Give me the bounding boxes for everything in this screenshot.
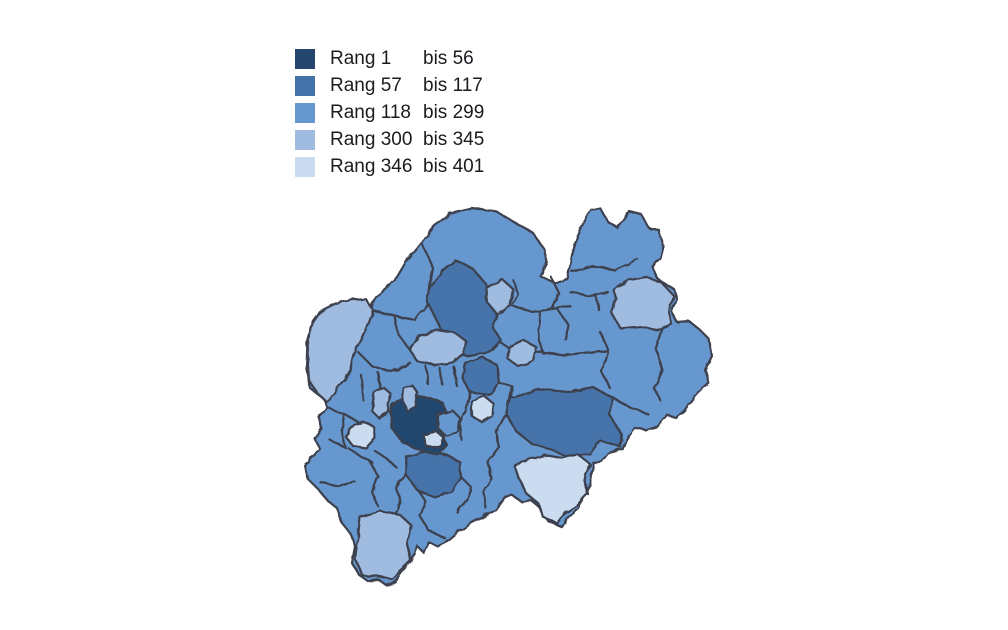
legend-swatch: [295, 102, 315, 123]
map-region-northeast-light: [609, 275, 676, 332]
map-region-east-dark-band: [504, 385, 624, 460]
legend-rank-label: Rang 1: [330, 47, 392, 69]
nrw-map-svg: [303, 206, 714, 588]
legend-item: Rang 1 bis 56: [295, 45, 484, 72]
map-region-center-north-light: [408, 328, 468, 367]
map-region-center-small-light: [506, 338, 538, 368]
map-region-center-medium-inset: [436, 408, 462, 438]
legend-swatch: [295, 156, 315, 177]
legend-to-label: bis 401: [423, 155, 485, 177]
map-region-center-pale-small: [470, 394, 495, 424]
legend-to-label: bis 117: [423, 74, 483, 96]
map-region-center-dark-small: [460, 355, 501, 397]
legend-item: Rang 300 bis 345: [295, 126, 484, 153]
choropleth-map: [300, 200, 720, 600]
map-region-southwest-light: [353, 509, 413, 581]
map-region-west-light-large: [305, 297, 375, 404]
legend-item: Rang 118 bis 299: [295, 99, 484, 126]
legend-rank-label: Rang 346: [330, 155, 413, 177]
map-region-north-small-light: [484, 277, 515, 316]
legend-swatch: [295, 48, 315, 69]
legend-to-label: bis 345: [423, 128, 485, 150]
map-region-west-pale-small: [344, 419, 377, 450]
legend-rank-label: Rang 57: [330, 74, 402, 96]
map-region-center-west-sliver-a: [370, 385, 392, 421]
legend-swatch: [295, 129, 315, 150]
legend-rank-label: Rang 118: [330, 101, 411, 123]
map-region-center-pale-tiny: [422, 429, 446, 449]
legend-item: Rang 57 bis 117: [295, 72, 484, 99]
legend-to-label: bis 299: [423, 101, 485, 123]
map-region-center-west-sliver-b: [401, 383, 419, 413]
legend-to-label: bis 56: [423, 47, 474, 69]
legend-swatch: [295, 75, 315, 96]
legend-item: Rang 346 bis 401: [295, 153, 484, 180]
legend: Rang 1 bis 56 Rang 57 bis 117 Rang 118 bis …: [295, 45, 484, 180]
legend-rank-label: Rang 300: [330, 128, 413, 150]
map-region-southeast-pale: [513, 452, 592, 525]
